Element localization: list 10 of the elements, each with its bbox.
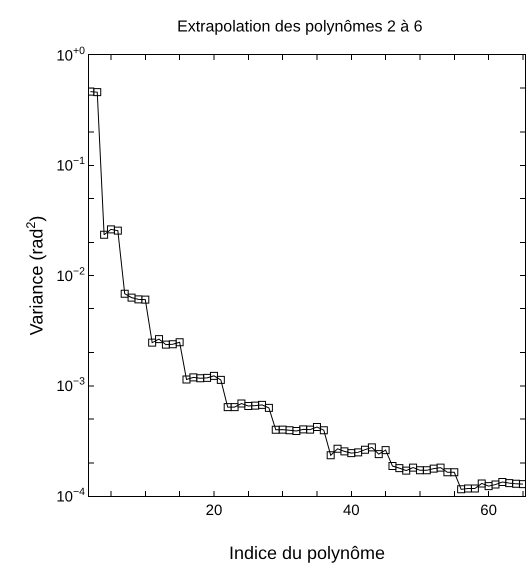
y-tick-label: 10$^{−1}$ — [56, 155, 86, 174]
y-tick-label: 10$^{−2}$ — [56, 265, 86, 285]
y-tick-label: 10$^{+0}$ — [56, 44, 86, 64]
chart-title: Extrapolation des polynômes 2 à 6 — [177, 18, 423, 36]
x-tick-label: 60 — [480, 502, 497, 519]
x-axis-title: Indice du polynôme — [228, 543, 386, 564]
x-tick-label: 40 — [342, 502, 360, 519]
y-tick-label: 10$^{−4}$ — [56, 486, 86, 506]
y-tick-label: 10$^{−3}$ — [56, 376, 86, 395]
x-tick-label: 20 — [206, 502, 222, 519]
